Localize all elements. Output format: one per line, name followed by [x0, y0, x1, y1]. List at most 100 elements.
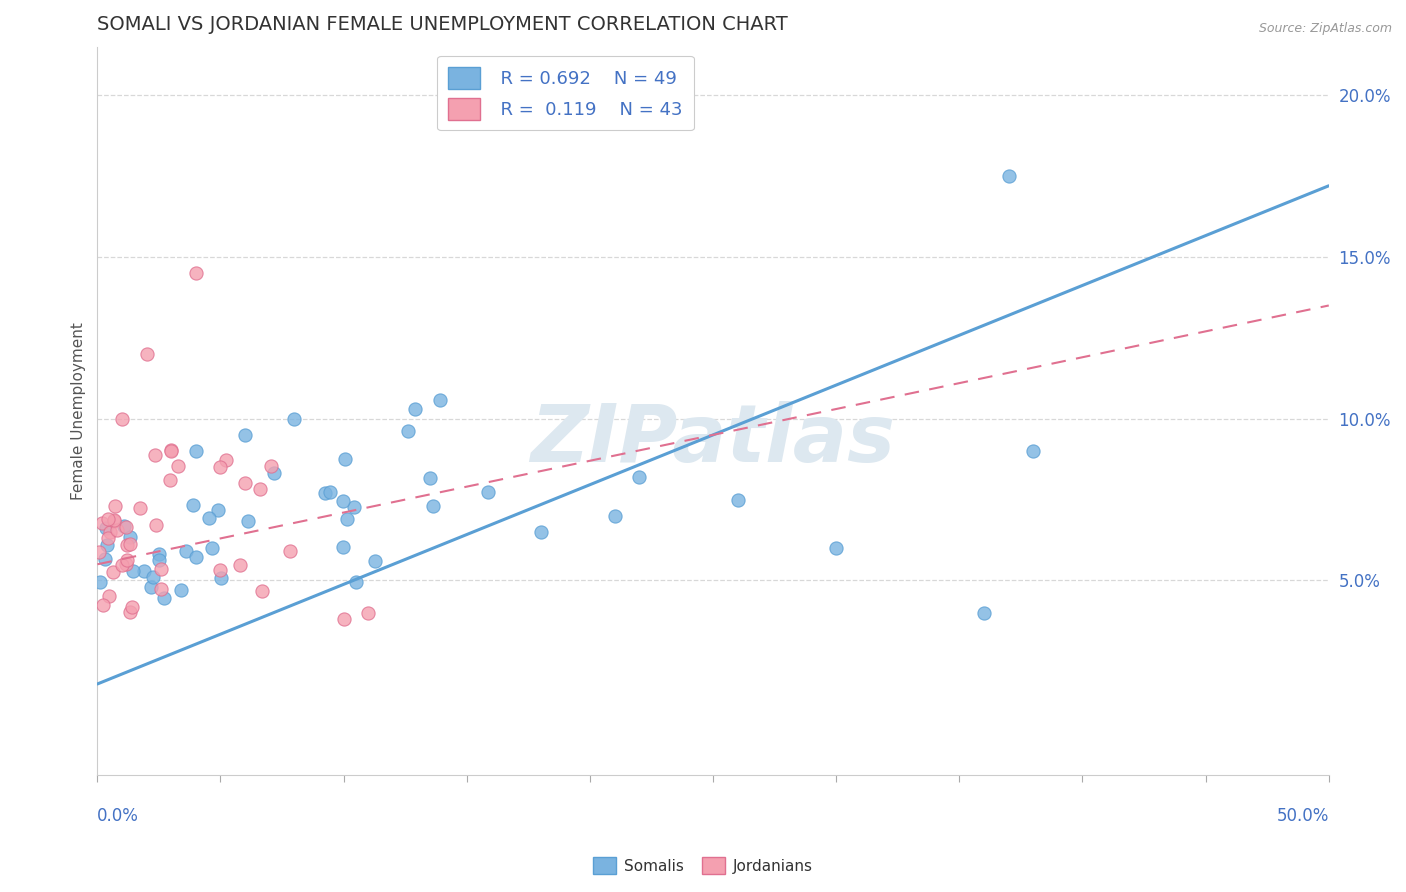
Point [335, 451, 357, 466]
Point [332, 540, 354, 554]
Point [96, 538, 118, 552]
Point [215, 453, 238, 467]
Point [209, 571, 232, 585]
Point [115, 558, 138, 572]
Point [396, 424, 419, 438]
Point [184, 444, 207, 458]
Point [319, 485, 342, 500]
Point [111, 558, 134, 573]
Point [332, 612, 354, 626]
Point [115, 538, 138, 552]
Point [603, 508, 626, 523]
Point [148, 547, 170, 561]
Point [429, 392, 451, 407]
Point [94, 551, 117, 566]
Legend:   R = 0.692    N = 49,   R =  0.119    N = 43: R = 0.692 N = 49, R = 0.119 N = 43 [437, 55, 693, 130]
Point [145, 518, 167, 533]
Point [280, 544, 302, 558]
Point [260, 458, 283, 473]
Point [89, 574, 111, 589]
Point [332, 494, 354, 508]
Point [233, 428, 256, 442]
Point [183, 498, 205, 512]
Point [103, 514, 125, 528]
Point [184, 266, 207, 280]
Point [628, 470, 651, 484]
Point [167, 458, 190, 473]
Point [283, 411, 305, 425]
Point [150, 582, 173, 597]
Point [198, 511, 221, 525]
Text: 0.0%: 0.0% [97, 807, 139, 825]
Point [98, 589, 121, 603]
Point [121, 565, 143, 579]
Point [176, 543, 198, 558]
Point [207, 503, 229, 517]
Point [135, 347, 157, 361]
Point [263, 466, 285, 480]
Point [101, 566, 124, 580]
Point [104, 499, 127, 513]
Point [160, 444, 183, 458]
Point [134, 564, 156, 578]
Point [236, 514, 259, 528]
Point [118, 537, 141, 551]
Text: SOMALI VS JORDANIAN FEMALE UNEMPLOYMENT CORRELATION CHART: SOMALI VS JORDANIAN FEMALE UNEMPLOYMENT … [97, 15, 789, 34]
Point [201, 541, 224, 555]
Point [404, 402, 426, 417]
Point [143, 448, 166, 462]
Point [1022, 444, 1045, 458]
Point [152, 591, 174, 605]
Point [997, 169, 1019, 183]
Point [91, 516, 114, 530]
Legend: Somalis, Jordanians: Somalis, Jordanians [588, 851, 818, 880]
Point [105, 524, 128, 538]
Text: Source: ZipAtlas.com: Source: ZipAtlas.com [1258, 22, 1392, 36]
Point [98, 524, 121, 539]
Point [186, 550, 208, 565]
Point [120, 530, 142, 544]
Point [97, 512, 120, 526]
Text: 50.0%: 50.0% [1277, 807, 1329, 825]
Text: ZIPatlas: ZIPatlas [530, 401, 896, 479]
Point [160, 442, 183, 457]
Point [250, 583, 273, 598]
Point [229, 558, 252, 572]
Point [477, 485, 499, 500]
Point [314, 485, 336, 500]
Point [419, 471, 441, 485]
Point [233, 476, 256, 491]
Point [208, 563, 231, 577]
Point [93, 598, 115, 612]
Point [422, 499, 444, 513]
Y-axis label: Female Unemployment: Female Unemployment [72, 322, 86, 500]
Point [87, 544, 110, 558]
Point [727, 492, 749, 507]
Point [142, 570, 165, 584]
Point [121, 599, 143, 614]
Point [112, 518, 135, 533]
Point [115, 519, 138, 533]
Point [111, 411, 134, 425]
Point [115, 553, 138, 567]
Point [170, 582, 193, 597]
Point [103, 513, 125, 527]
Point [825, 541, 848, 555]
Point [530, 524, 553, 539]
Point [343, 500, 366, 514]
Point [148, 553, 170, 567]
Point [150, 562, 173, 576]
Point [344, 575, 367, 590]
Point [249, 482, 271, 496]
Point [364, 554, 387, 568]
Point [128, 500, 150, 515]
Point [209, 460, 232, 475]
Point [97, 531, 120, 545]
Point [335, 512, 357, 526]
Point [141, 580, 163, 594]
Point [357, 606, 380, 620]
Point [973, 606, 995, 620]
Point [96, 521, 118, 535]
Point [120, 605, 142, 619]
Point [159, 473, 181, 487]
